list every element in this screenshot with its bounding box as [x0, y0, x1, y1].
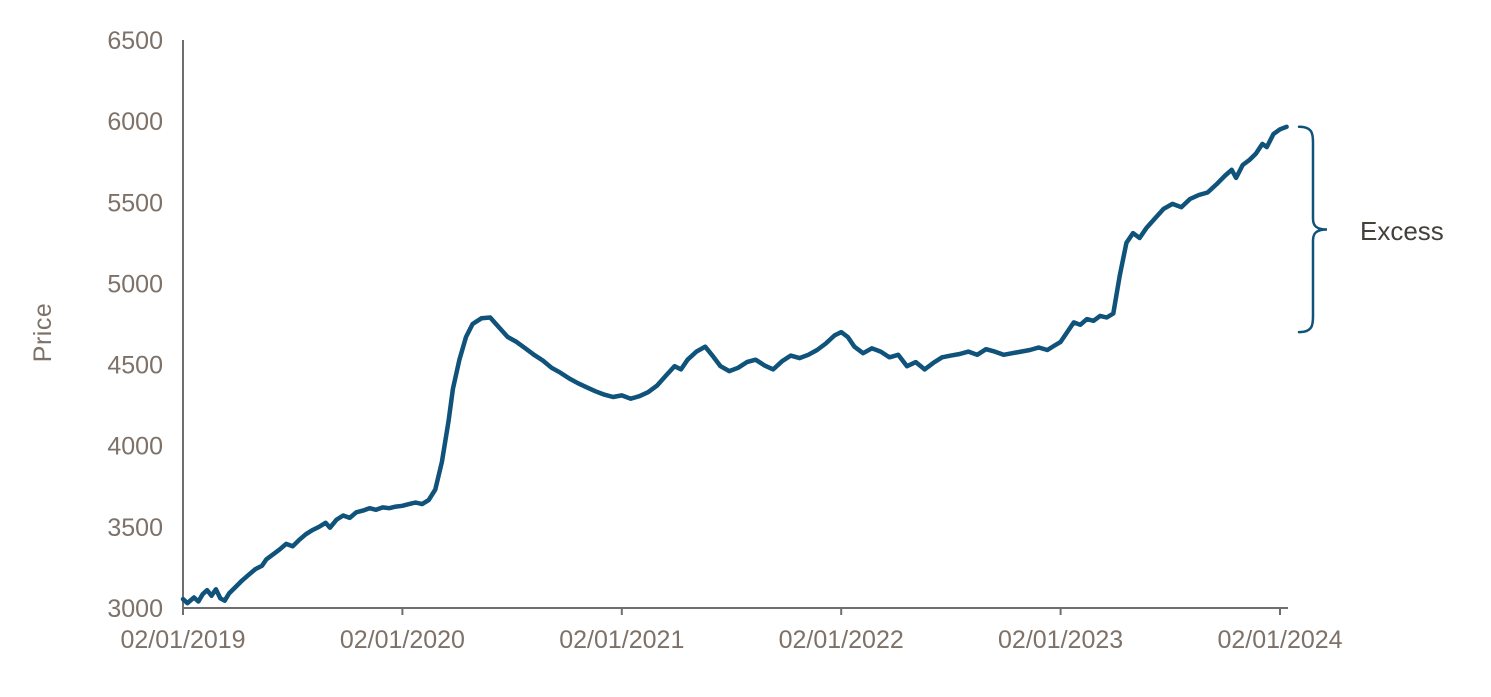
y-tick-label: 4000	[107, 433, 163, 461]
y-tick-label: 5000	[107, 270, 163, 298]
y-tick-label: 4500	[107, 352, 163, 380]
x-tick-label: 02/01/2020	[340, 626, 465, 654]
x-tick-label: 02/01/2019	[120, 626, 245, 654]
y-axis-title: Price	[29, 302, 58, 363]
x-tick-label: 02/01/2021	[559, 626, 684, 654]
excess-brace	[1297, 125, 1328, 334]
y-tick-label: 3000	[107, 595, 163, 623]
excess-annotation-label: Excess	[1360, 216, 1444, 246]
y-tick-label: 3500	[107, 514, 163, 542]
y-tick-label: 5500	[107, 189, 163, 217]
y-tick-label: 6500	[107, 27, 163, 55]
x-tick-label: 02/01/2024	[1217, 626, 1342, 654]
y-tick-label: 6000	[107, 108, 163, 136]
price-series-line	[180, 124, 1289, 606]
x-tick-label: 02/01/2023	[998, 626, 1123, 654]
x-tick-label: 02/01/2022	[779, 626, 904, 654]
